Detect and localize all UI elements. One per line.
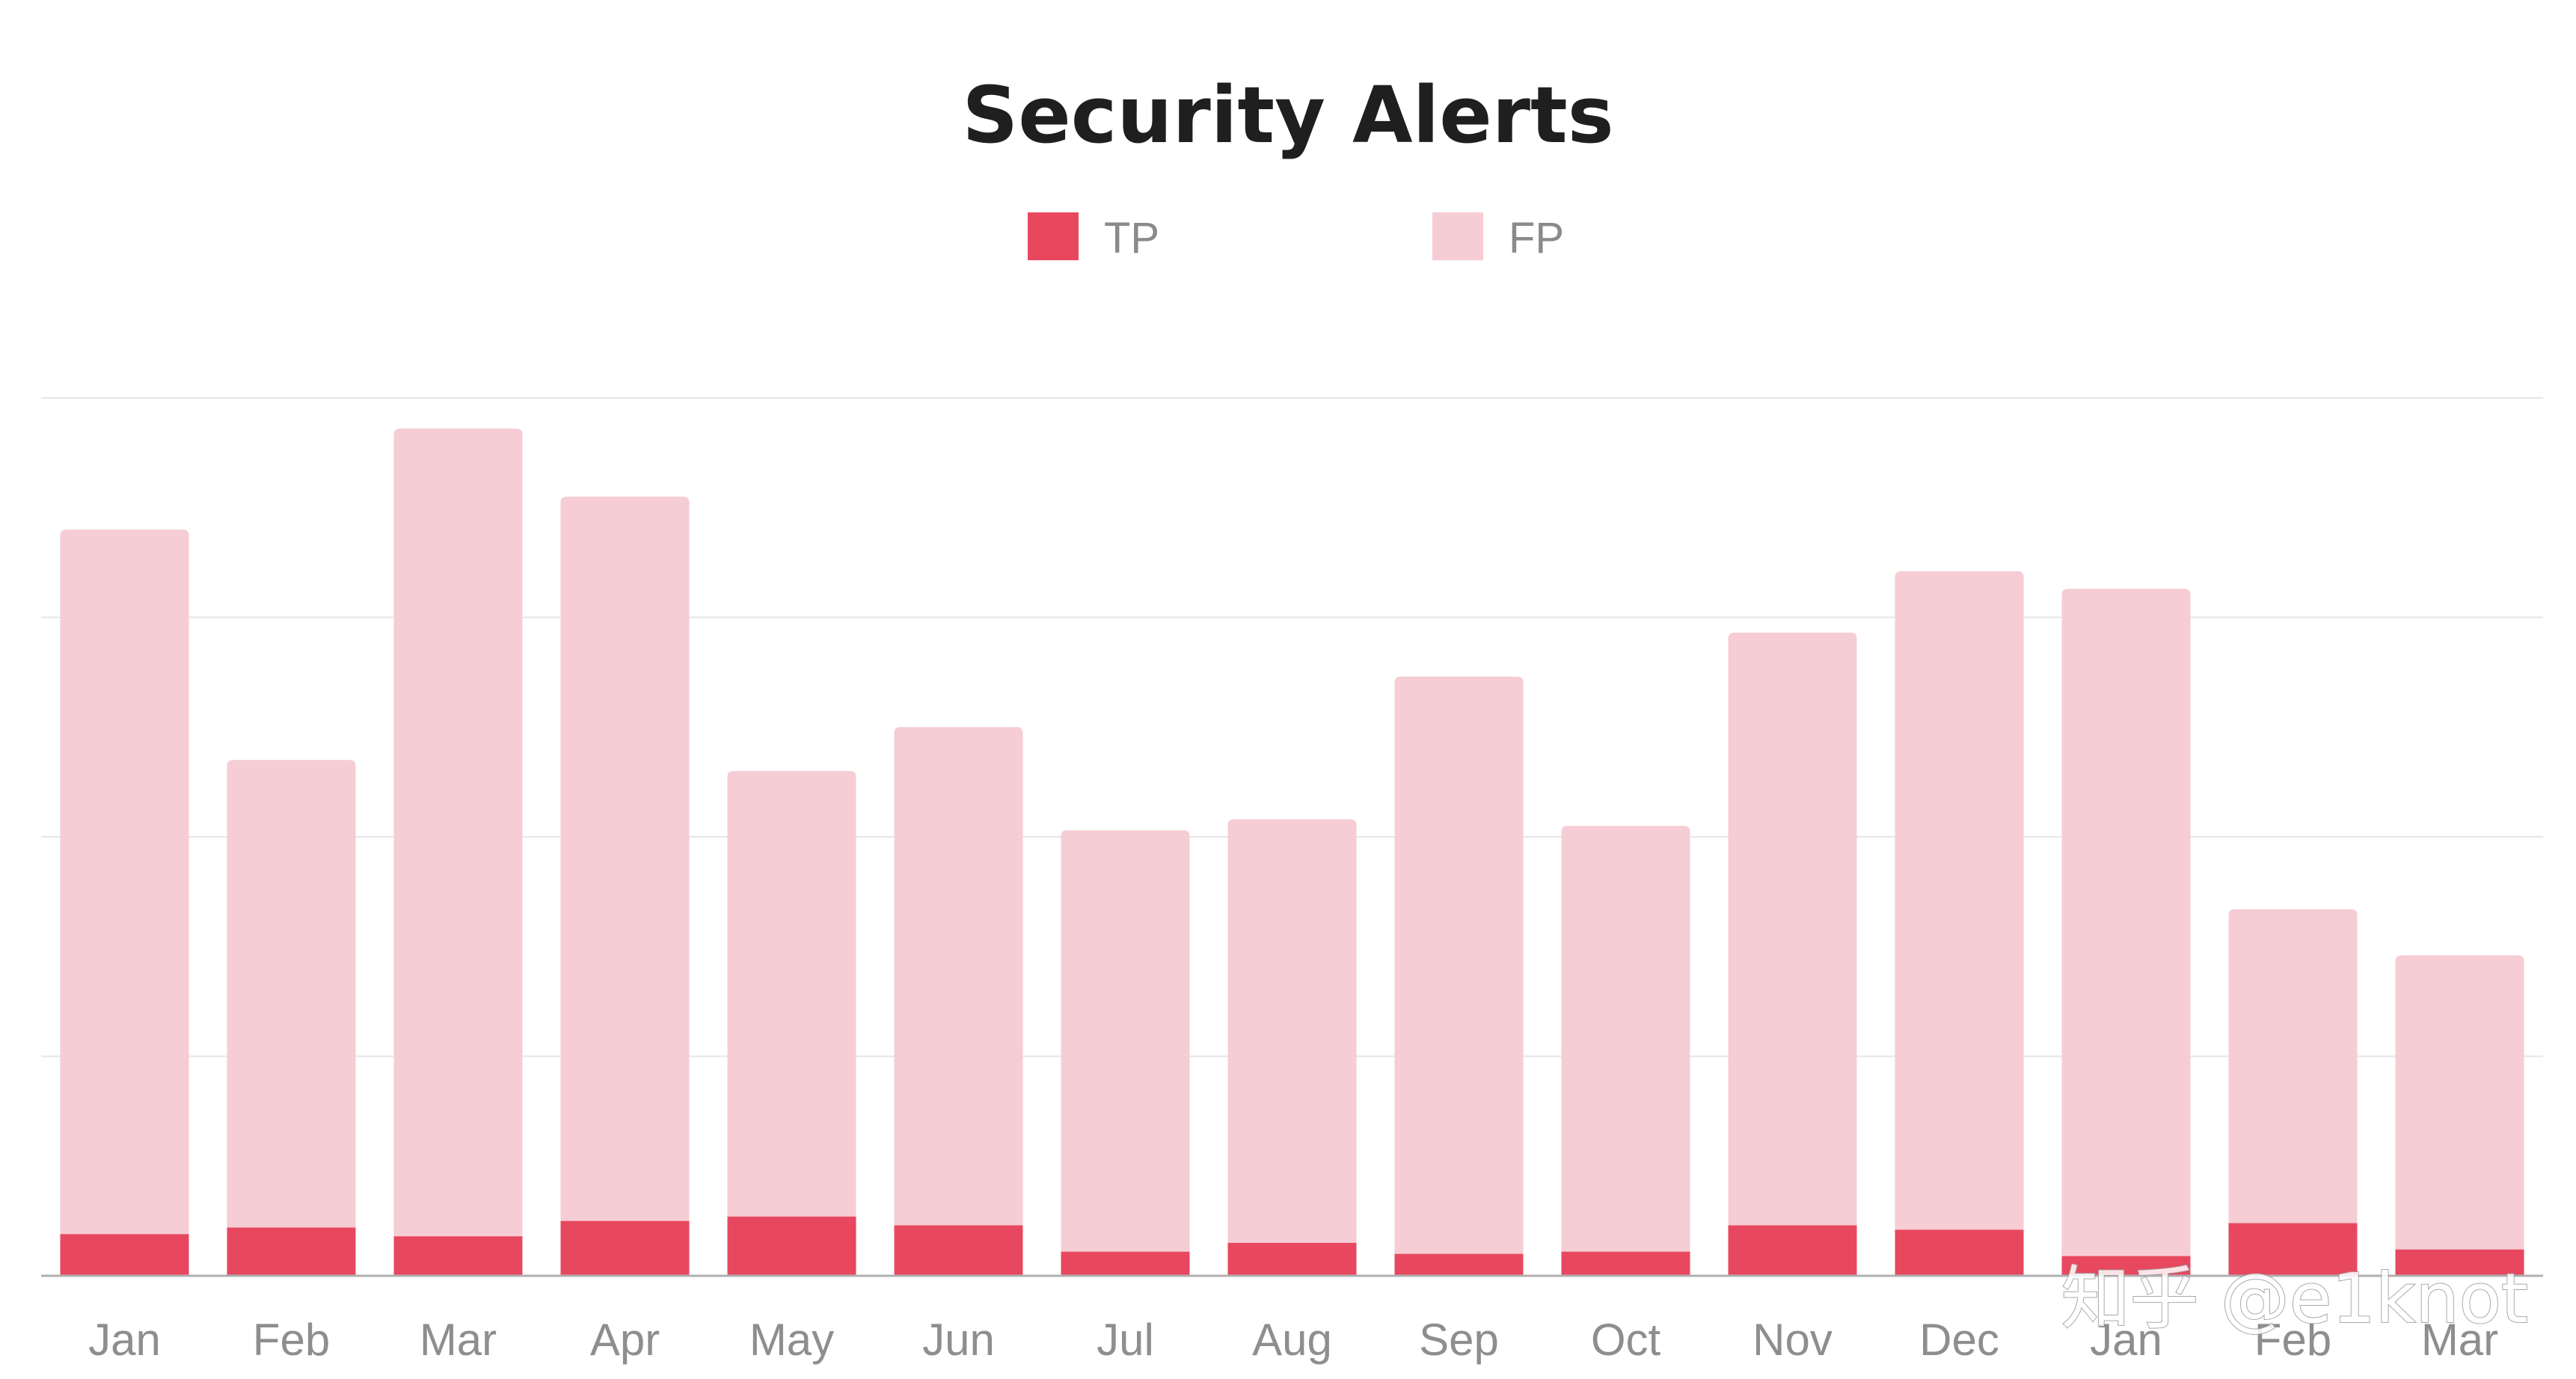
bar-fp-jul-6 (1061, 830, 1190, 1252)
bar-tp-jun-5 (894, 1225, 1023, 1276)
x-tick-label: May (749, 1315, 834, 1365)
chart-title: Security Alerts (962, 70, 1613, 161)
bar-fp-dec-11 (1895, 571, 2024, 1230)
bar-tp-mar-14 (2395, 1249, 2524, 1276)
bar-tp-jan-12 (2061, 1256, 2191, 1276)
bar-fp-mar-14 (2395, 955, 2524, 1250)
x-tick-label: Apr (590, 1315, 660, 1365)
bar-fp-jun-5 (894, 727, 1023, 1226)
bar-tp-feb-1 (227, 1227, 356, 1276)
bar-tp-jan-0 (60, 1234, 189, 1276)
x-tick-label: Jul (1097, 1315, 1154, 1365)
x-tick-label: Jan (2090, 1315, 2162, 1365)
legend-label-tp: TP (1104, 214, 1159, 262)
bar-fp-feb-1 (227, 760, 356, 1228)
x-tick-label: Feb (2254, 1315, 2331, 1365)
bar-tp-feb-13 (2228, 1223, 2358, 1276)
bar-fp-nov-10 (1728, 633, 1857, 1226)
bar-tp-sep-8 (1394, 1253, 1524, 1276)
bar-tp-oct-9 (1561, 1251, 1690, 1276)
x-tick-label: Feb (253, 1315, 330, 1365)
x-tick-label: Sep (1419, 1315, 1499, 1365)
bar-fp-oct-9 (1561, 826, 1690, 1252)
bar-tp-nov-10 (1728, 1225, 1857, 1276)
x-tick-label: Aug (1252, 1315, 1332, 1365)
bar-tp-apr-3 (560, 1220, 690, 1276)
bar-tp-mar-2 (393, 1236, 523, 1276)
x-tick-label: Mar (420, 1315, 497, 1365)
x-tick-label: Jan (88, 1315, 161, 1365)
legend-label-fp: FP (1509, 214, 1564, 262)
watermark: 知乎 @e1knot (2061, 1259, 2528, 1339)
bar-fp-jan-12 (2061, 589, 2191, 1256)
bar-tp-jul-6 (1061, 1251, 1190, 1276)
x-axis-ticks: Jan Feb Mar Apr May Jun Jul Aug Sep Oct Nov Dec Jan F… (88, 1315, 2498, 1365)
bar-fp-mar-2 (393, 429, 523, 1237)
bar-fp-apr-3 (560, 497, 690, 1221)
x-tick-label: Mar (2421, 1315, 2498, 1365)
legend: TP FP (1028, 212, 1564, 262)
bar-fp-aug-7 (1227, 819, 1357, 1243)
x-tick-label: Nov (1752, 1315, 1833, 1365)
x-tick-label: Jun (922, 1315, 995, 1365)
bar-fp-sep-8 (1394, 676, 1524, 1254)
bar-group (60, 429, 2524, 1276)
bar-fp-jan-0 (60, 529, 189, 1235)
bar-tp-dec-11 (1895, 1229, 2024, 1276)
x-tick-label: Dec (1919, 1315, 1999, 1365)
bar-tp-aug-7 (1227, 1242, 1357, 1276)
bar-tp-may-4 (727, 1216, 856, 1276)
legend-swatch-tp (1028, 212, 1079, 260)
legend-swatch-fp (1432, 212, 1483, 260)
x-tick-label: Oct (1591, 1315, 1661, 1365)
bar-fp-may-4 (727, 770, 856, 1217)
bar-fp-feb-13 (2228, 909, 2358, 1223)
